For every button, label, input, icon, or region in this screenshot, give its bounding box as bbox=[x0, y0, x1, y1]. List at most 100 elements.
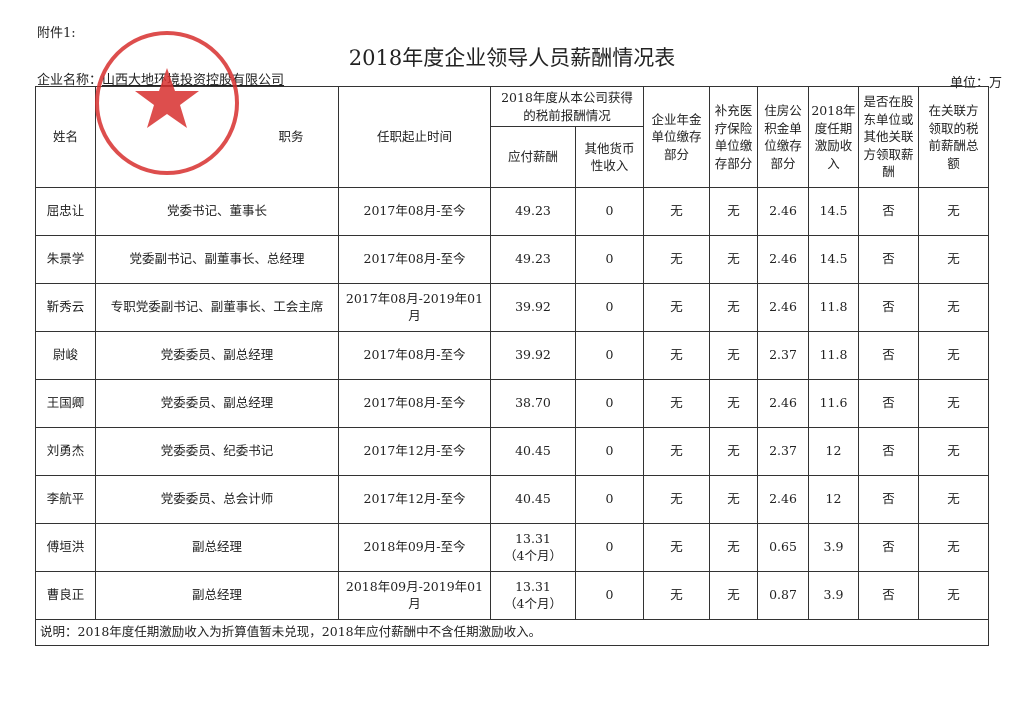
medical-value: 无 bbox=[727, 587, 740, 603]
other-value: 0 bbox=[605, 395, 614, 411]
shareholder-value: 否 bbox=[882, 587, 895, 603]
cell-housing: 0.65 bbox=[757, 523, 809, 572]
tenure-value: 2017年08月-2019年01月 bbox=[345, 290, 484, 323]
salary-value: 40.45 bbox=[515, 491, 551, 507]
cell-tenure: 2017年08月-至今 bbox=[338, 331, 491, 380]
cell-housing: 2.46 bbox=[757, 187, 809, 236]
cell-salary: 49.23 bbox=[490, 235, 576, 284]
cell-housing: 0.87 bbox=[757, 571, 809, 620]
cell-medical: 无 bbox=[709, 235, 758, 284]
footnote: 说明：2018年度任期激励收入为折算值暂未兑现，2018年应付薪酬中不含任期激励… bbox=[35, 619, 989, 646]
cell-medical: 无 bbox=[709, 187, 758, 236]
cell-shareholder: 否 bbox=[858, 475, 919, 524]
cell-other: 0 bbox=[575, 571, 644, 620]
name-value: 李航平 bbox=[46, 491, 85, 507]
cell-position: 专职党委副书记、副董事长、工会主席 bbox=[95, 283, 339, 332]
cell-housing: 2.37 bbox=[757, 427, 809, 476]
name-value: 傅垣洪 bbox=[46, 539, 85, 555]
header-other-income: 其他货币性收入 bbox=[575, 126, 644, 188]
cell-related: 无 bbox=[918, 523, 989, 572]
salary-value: 39.92 bbox=[515, 299, 551, 315]
header-pretax-group: 2018年度从本公司获得的税前报酬情况 bbox=[490, 86, 644, 127]
cell-shareholder: 否 bbox=[858, 571, 919, 620]
other-value: 0 bbox=[605, 443, 614, 459]
cell-salary: 39.92 bbox=[490, 331, 576, 380]
cell-incentive: 3.9 bbox=[808, 571, 859, 620]
position-value: 党委委员、副总经理 bbox=[160, 395, 274, 411]
salary-table: 姓名 职务 任职起止时间 2018年度从本公司获得的税前报酬情况 企业年金单位缴… bbox=[35, 86, 989, 646]
cell-annuity: 无 bbox=[643, 523, 710, 572]
cell-housing: 2.46 bbox=[757, 379, 809, 428]
cell-incentive: 12 bbox=[808, 427, 859, 476]
cell-other: 0 bbox=[575, 379, 644, 428]
cell-housing: 2.46 bbox=[757, 235, 809, 284]
medical-value: 无 bbox=[727, 443, 740, 459]
table-row: 王国卿 党委委员、副总经理 2017年08月-至今 38.70 0 无 无 2.46 11.6 否… bbox=[35, 379, 989, 428]
annuity-value: 无 bbox=[670, 299, 683, 315]
cell-other: 0 bbox=[575, 427, 644, 476]
company-label: 企业名称： bbox=[37, 73, 103, 88]
cell-salary: 40.45 bbox=[490, 475, 576, 524]
cell-salary: 38.70 bbox=[490, 379, 576, 428]
cell-related: 无 bbox=[918, 283, 989, 332]
incentive-value: 3.9 bbox=[823, 587, 844, 603]
name-value: 刘勇杰 bbox=[46, 443, 85, 459]
shareholder-value: 否 bbox=[882, 251, 895, 267]
cell-salary: 13.31 （4个月） bbox=[490, 571, 576, 620]
cell-other: 0 bbox=[575, 187, 644, 236]
related-value: 无 bbox=[947, 587, 960, 603]
cell-tenure: 2017年12月-至今 bbox=[338, 475, 491, 524]
cell-shareholder: 否 bbox=[858, 283, 919, 332]
cell-tenure: 2017年08月-至今 bbox=[338, 235, 491, 284]
cell-name: 傅垣洪 bbox=[35, 523, 96, 572]
incentive-value: 3.9 bbox=[823, 539, 844, 555]
cell-position: 党委副书记、副董事长、总经理 bbox=[95, 235, 339, 284]
cell-position: 党委委员、副总经理 bbox=[95, 379, 339, 428]
other-value: 0 bbox=[605, 491, 614, 507]
cell-incentive: 14.5 bbox=[808, 187, 859, 236]
medical-value: 无 bbox=[727, 299, 740, 315]
header-name: 姓名 bbox=[35, 86, 96, 188]
cell-related: 无 bbox=[918, 235, 989, 284]
tenure-value: 2018年09月-2019年01月 bbox=[345, 578, 484, 611]
cell-salary: 13.31 （4个月） bbox=[490, 523, 576, 572]
cell-medical: 无 bbox=[709, 331, 758, 380]
shareholder-value: 否 bbox=[882, 347, 895, 363]
header-related-total: 在关联方领取的税前薪酬总额 bbox=[918, 86, 989, 188]
table-row: 傅垣洪 副总经理 2018年09月-至今 13.31 （4个月） 0 无 无 0.65 3.9 否 无 bbox=[35, 523, 989, 572]
annuity-value: 无 bbox=[670, 443, 683, 459]
medical-value: 无 bbox=[727, 347, 740, 363]
table-row: 靳秀云 专职党委副书记、副董事长、工会主席 2017年08月-2019年01月 39.… bbox=[35, 283, 989, 332]
header-annuity: 企业年金单位缴存部分 bbox=[643, 86, 710, 188]
other-value: 0 bbox=[605, 587, 614, 603]
incentive-value: 11.8 bbox=[819, 347, 848, 363]
cell-shareholder: 否 bbox=[858, 379, 919, 428]
annuity-value: 无 bbox=[670, 587, 683, 603]
cell-annuity: 无 bbox=[643, 187, 710, 236]
shareholder-value: 否 bbox=[882, 203, 895, 219]
related-value: 无 bbox=[947, 395, 960, 411]
salary-value: 38.70 bbox=[515, 395, 551, 411]
annuity-value: 无 bbox=[670, 539, 683, 555]
cell-position: 副总经理 bbox=[95, 571, 339, 620]
cell-name: 刘勇杰 bbox=[35, 427, 96, 476]
name-value: 靳秀云 bbox=[46, 299, 85, 315]
related-value: 无 bbox=[947, 491, 960, 507]
cell-medical: 无 bbox=[709, 571, 758, 620]
cell-shareholder: 否 bbox=[858, 187, 919, 236]
tenure-value: 2017年08月-至今 bbox=[363, 251, 466, 267]
tenure-value: 2018年09月-至今 bbox=[363, 539, 466, 555]
position-value: 党委书记、董事长 bbox=[166, 203, 267, 219]
shareholder-value: 否 bbox=[882, 443, 895, 459]
cell-related: 无 bbox=[918, 427, 989, 476]
housing-value: 0.65 bbox=[769, 539, 797, 555]
cell-incentive: 12 bbox=[808, 475, 859, 524]
cell-incentive: 3.9 bbox=[808, 523, 859, 572]
cell-medical: 无 bbox=[709, 283, 758, 332]
cell-name: 李航平 bbox=[35, 475, 96, 524]
cell-related: 无 bbox=[918, 379, 989, 428]
cell-related: 无 bbox=[918, 475, 989, 524]
cell-medical: 无 bbox=[709, 379, 758, 428]
cell-salary: 40.45 bbox=[490, 427, 576, 476]
header-tenure: 任职起止时间 bbox=[338, 86, 491, 188]
